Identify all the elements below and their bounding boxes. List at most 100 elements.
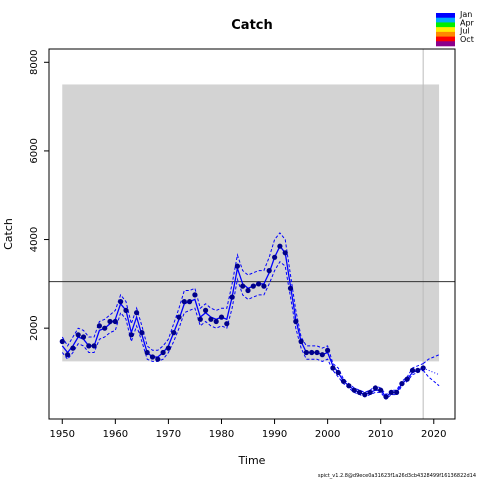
y-tick-label: 4000 xyxy=(29,227,40,252)
catch-point xyxy=(149,354,156,360)
catch-point xyxy=(394,389,400,395)
catch-point xyxy=(208,316,214,322)
catch-point xyxy=(165,345,171,351)
catch-point xyxy=(404,376,410,382)
catch-point xyxy=(240,283,246,289)
catch-point xyxy=(65,352,71,358)
catch-point xyxy=(229,294,235,300)
catch-point xyxy=(176,314,182,320)
catch-point xyxy=(91,343,97,349)
catch-point xyxy=(266,268,272,274)
legend-swatch xyxy=(436,36,455,42)
legend-swatch xyxy=(436,17,455,23)
catch-point xyxy=(80,334,87,340)
y-tick-label: 2000 xyxy=(29,315,40,340)
catch-point xyxy=(203,307,209,313)
x-tick-label: 1990 xyxy=(262,429,287,440)
catch-point xyxy=(234,263,240,269)
catch-point xyxy=(293,318,299,325)
lower-ci-line xyxy=(61,260,424,400)
catch-point xyxy=(245,287,251,294)
x-axis-label: Time xyxy=(238,454,266,467)
catch-point xyxy=(351,387,357,393)
y-axis-label: Catch xyxy=(2,218,15,250)
legend-label: Oct xyxy=(460,35,474,44)
catch-point xyxy=(378,387,384,393)
catch-point xyxy=(75,332,81,338)
catch-point xyxy=(362,392,368,398)
catch-point xyxy=(192,292,198,298)
catch-point xyxy=(144,349,150,356)
catch-point xyxy=(340,378,347,384)
catch-point xyxy=(250,283,256,289)
legend-swatch xyxy=(436,41,455,47)
y-tick-label: 8000 xyxy=(29,50,40,75)
catch-point xyxy=(224,321,230,327)
upper-ci-line xyxy=(61,232,424,396)
catch-point xyxy=(415,367,421,373)
catch-point xyxy=(261,283,267,289)
shaded-region xyxy=(62,84,440,362)
catch-point xyxy=(388,389,394,395)
catch-point xyxy=(309,349,315,356)
catch-point xyxy=(187,299,193,305)
x-tick-label: 1960 xyxy=(103,429,128,440)
catch-point xyxy=(118,299,124,305)
catch-point xyxy=(70,345,76,351)
catch-point xyxy=(59,338,65,345)
catch-point xyxy=(367,389,373,395)
catch-point xyxy=(197,316,203,322)
catch-point xyxy=(303,349,309,356)
forecast-lower-line xyxy=(422,369,440,387)
catch-point xyxy=(383,394,389,400)
chart-title: Catch xyxy=(231,18,273,33)
catch-point xyxy=(218,314,225,320)
catch-point xyxy=(123,307,129,313)
catch-point xyxy=(213,318,219,325)
footer-version: spict_v1.2.8@d9ece0a31623f1a26d3cb432849… xyxy=(318,473,476,479)
catch-point xyxy=(181,299,187,305)
legend-swatch xyxy=(436,27,455,33)
x-tick-label: 1980 xyxy=(209,429,234,440)
catch-point xyxy=(139,330,145,336)
catch-point xyxy=(409,367,416,373)
legend-label: Jul xyxy=(459,27,470,36)
catch-point xyxy=(399,381,405,387)
legend-swatch xyxy=(436,13,455,19)
catch-point xyxy=(319,352,325,358)
x-tick-label: 2010 xyxy=(368,429,393,440)
catch-point xyxy=(160,349,166,356)
catch-point xyxy=(372,385,378,391)
catch-point xyxy=(346,383,352,389)
catch-point xyxy=(335,369,341,376)
catch-point xyxy=(256,281,262,287)
catch-point xyxy=(128,332,134,338)
legend-swatch xyxy=(436,31,455,37)
catch-point xyxy=(277,243,283,249)
legend-label: Jan xyxy=(459,10,472,19)
plot-area: 1950 1960 1970 1980 1990 2000 2010 2020 2000 4000… xyxy=(29,48,456,440)
x-tick-label: 1970 xyxy=(156,429,181,440)
y-tick-label: 6000 xyxy=(29,138,40,163)
catch-point xyxy=(298,338,304,345)
catch-point xyxy=(356,389,363,395)
catch-point xyxy=(171,330,177,336)
x-tick-label: 1950 xyxy=(50,429,75,440)
catch-point xyxy=(102,325,108,331)
catch-point xyxy=(112,318,118,325)
x-tick-label: 2020 xyxy=(421,429,446,440)
legend-label: Apr xyxy=(460,18,475,27)
catch-point xyxy=(107,318,113,325)
legend-swatch xyxy=(436,22,455,28)
catch-point xyxy=(330,365,336,371)
catch-point xyxy=(314,349,320,356)
catch-point xyxy=(287,285,294,291)
catch-point xyxy=(96,323,102,329)
catch-point xyxy=(282,250,288,256)
catch-point xyxy=(155,356,161,362)
x-tick-label: 2000 xyxy=(315,429,340,440)
plot-frame xyxy=(48,48,456,420)
catch-point xyxy=(272,254,278,260)
